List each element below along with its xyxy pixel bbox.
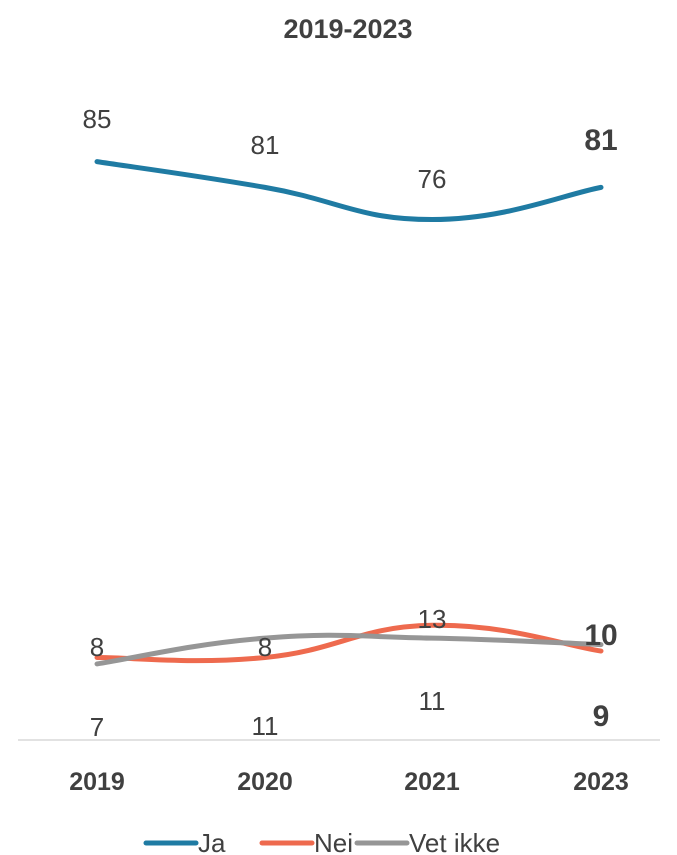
data-label: 11 [419, 686, 446, 716]
legend-label: Vet ikke [409, 828, 500, 855]
chart-title: 2019-2023 [283, 14, 412, 44]
x-tick-label: 2021 [404, 768, 460, 796]
series-line-vet-ikke [94, 632, 604, 667]
data-label: 9 [593, 700, 610, 733]
x-tick-label: 2020 [237, 768, 293, 796]
legend-item-ja: Ja [143, 828, 226, 855]
x-tick-label: 2019 [69, 768, 125, 796]
data-labels: 85 81 76 81 8 8 13 9 7 11 11 10 [83, 104, 618, 742]
data-label: 8 [258, 632, 272, 662]
data-label: 76 [418, 164, 447, 194]
legend-item-nei: Nei [259, 828, 353, 855]
data-label: 81 [584, 124, 617, 157]
data-label: 7 [90, 712, 104, 742]
x-tick-label: 2023 [573, 768, 629, 796]
series-line-ja [94, 159, 604, 223]
legend: Ja Nei Vet ikke [143, 828, 500, 855]
plot-area [94, 159, 604, 667]
legend-item-vet-ikke: Vet ikke [354, 828, 500, 855]
data-label: 10 [584, 619, 617, 652]
data-label: 13 [418, 604, 447, 634]
x-axis-ticks: 2019 2020 2021 2023 [69, 768, 629, 796]
data-label: 85 [83, 104, 112, 134]
legend-label: Ja [198, 828, 226, 855]
data-label: 81 [251, 130, 280, 160]
data-label: 8 [90, 632, 104, 662]
legend-label: Nei [314, 828, 353, 855]
data-label: 11 [252, 711, 279, 741]
